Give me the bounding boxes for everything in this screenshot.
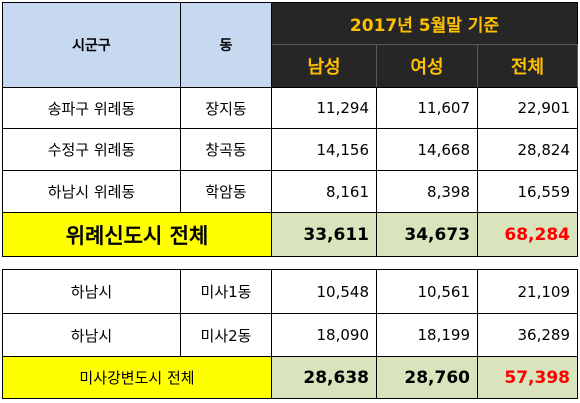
header-row-sub: 남성 여성 전체 <box>3 44 578 88</box>
cell-female: 18,199 <box>376 313 478 357</box>
wirye-total-row: 위례신도시 전체 33,611 34,673 68,284 <box>2 212 578 257</box>
cell-total: 16,559 <box>477 170 578 213</box>
table-row: 하남시 미사1동 10,548 10,561 21,109 <box>2 269 578 314</box>
header-female: 여성 <box>376 44 478 88</box>
misa-total-female: 28,760 <box>376 356 478 399</box>
table-row: 수정구 위례동 창곡동 14,156 14,668 28,824 <box>2 128 578 171</box>
table-row: 하남시 미사2동 18,090 18,199 36,289 <box>2 313 578 357</box>
cell-dong: 창곡동 <box>180 128 272 171</box>
population-table: 시군구 동 2017년 5월말 기준 남성 여성 전체 송파구 위례동 장지동 … <box>2 2 578 399</box>
cell-male: 11,294 <box>271 87 377 129</box>
wirye-total-male: 33,611 <box>271 212 377 257</box>
misa-total-row: 미사강변도시 전체 28,638 28,760 57,398 <box>2 356 578 399</box>
wirye-total-all: 68,284 <box>477 212 578 257</box>
header-total: 전체 <box>477 44 578 88</box>
cell-male: 18,090 <box>271 313 377 357</box>
cell-total: 36,289 <box>477 313 578 357</box>
gap-cell <box>2 256 578 270</box>
cell-sigungu: 송파구 위례동 <box>2 87 181 129</box>
header-row-top: 시군구 동 2017년 5월말 기준 <box>2 2 578 88</box>
cell-dong: 학암동 <box>180 170 272 213</box>
cell-dong: 미사1동 <box>180 269 272 314</box>
misa-total-male: 28,638 <box>271 356 377 399</box>
cell-dong: 미사2동 <box>180 313 272 357</box>
section-gap <box>2 256 578 270</box>
cell-female: 11,607 <box>376 87 478 129</box>
header-date: 2017년 5월말 기준 <box>271 2 578 45</box>
wirye-total-label: 위례신도시 전체 <box>2 212 272 257</box>
cell-sigungu: 수정구 위례동 <box>2 128 181 171</box>
table-row: 하남시 위례동 학암동 8,161 8,398 16,559 <box>2 170 578 213</box>
cell-male: 14,156 <box>271 128 377 171</box>
misa-total-all: 57,398 <box>477 356 578 399</box>
table-row: 송파구 위례동 장지동 11,294 11,607 22,901 <box>2 87 578 129</box>
cell-sigungu: 하남시 위례동 <box>2 170 181 213</box>
cell-male: 10,548 <box>271 269 377 314</box>
cell-total: 21,109 <box>477 269 578 314</box>
cell-female: 10,561 <box>376 269 478 314</box>
wirye-total-female: 34,673 <box>376 212 478 257</box>
misa-total-label: 미사강변도시 전체 <box>2 356 272 399</box>
header-male: 남성 <box>271 44 377 88</box>
cell-sigungu: 하남시 <box>2 313 181 357</box>
cell-female: 14,668 <box>376 128 478 171</box>
cell-male: 8,161 <box>271 170 377 213</box>
header-dong: 동 <box>180 2 272 88</box>
cell-dong: 장지동 <box>180 87 272 129</box>
cell-female: 8,398 <box>376 170 478 213</box>
cell-total: 22,901 <box>477 87 578 129</box>
cell-total: 28,824 <box>477 128 578 171</box>
cell-sigungu: 하남시 <box>2 269 181 314</box>
header-sigungu: 시군구 <box>2 2 181 88</box>
